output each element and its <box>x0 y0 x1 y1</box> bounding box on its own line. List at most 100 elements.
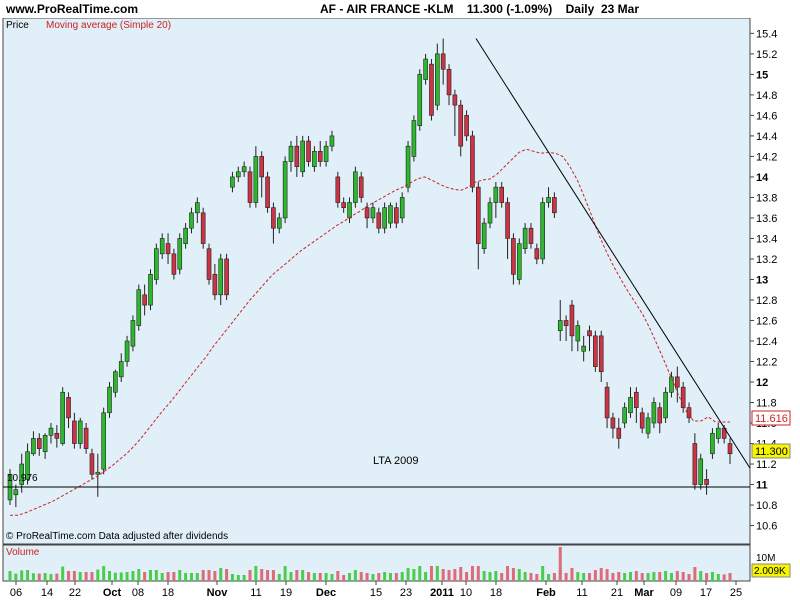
volume-bar <box>189 573 193 581</box>
candle-up <box>710 432 715 455</box>
x-tick-label: Mar <box>634 587 654 599</box>
candle-up <box>399 197 405 219</box>
candle-down <box>475 186 481 244</box>
candle-up <box>235 171 241 178</box>
volume-bar <box>84 572 88 581</box>
candle-down <box>358 176 364 198</box>
candle-down <box>534 248 540 260</box>
volume-bar <box>541 566 545 581</box>
candle-down <box>604 386 610 419</box>
volume-bar <box>500 573 504 581</box>
volume-bar <box>429 566 433 581</box>
volume-bar <box>488 572 492 581</box>
candle-up <box>651 402 657 424</box>
candle-down <box>505 202 510 239</box>
volume-bar <box>623 573 627 581</box>
volume-bar <box>716 574 720 581</box>
candle-down <box>675 376 680 388</box>
x-tick-label: 10 <box>460 587 472 599</box>
candle-down <box>171 253 177 275</box>
price-chart[interactable]: 10.610.81111.211.411.611.81212.212.412.6… <box>0 18 800 600</box>
candle-down <box>317 150 323 162</box>
volume-bar <box>365 573 369 581</box>
candle-down <box>528 227 534 244</box>
y-tick-label: 11 <box>756 480 768 492</box>
volume-bar <box>564 573 568 581</box>
candle-up <box>645 417 651 434</box>
volume-bar <box>664 571 668 581</box>
candle-up <box>516 243 522 280</box>
candle-down <box>458 104 464 147</box>
volume-bar <box>634 571 638 581</box>
candle-down <box>72 420 77 444</box>
volume-bar <box>494 571 498 581</box>
volume-bar <box>67 571 71 581</box>
volume-bar <box>201 570 205 581</box>
volume-bar <box>219 568 223 581</box>
volume-bar <box>266 570 270 581</box>
volume-bar <box>342 575 346 581</box>
candle-up <box>581 345 586 352</box>
volume-bar <box>178 570 182 581</box>
candle-down <box>598 335 604 373</box>
candle-up <box>329 135 335 147</box>
volume-bar <box>43 573 47 581</box>
volume-bar <box>148 570 152 581</box>
volume-bar <box>699 571 703 581</box>
volume-bar <box>336 571 340 581</box>
x-tick-label: 11 <box>250 587 261 599</box>
x-tick-label: Dec <box>316 587 336 599</box>
volume-bar <box>312 573 316 581</box>
y-tick-label: 13.6 <box>756 213 777 225</box>
candle-down <box>704 479 709 485</box>
volume-bar <box>78 572 82 581</box>
candle-down <box>616 427 622 439</box>
x-tick-label: 08 <box>132 587 144 599</box>
candle-up <box>101 412 106 470</box>
candle-up <box>715 427 721 439</box>
candle-up <box>323 145 329 162</box>
support-label: LTA 2009 <box>373 455 418 467</box>
y-tick-label: 15 <box>756 69 768 81</box>
candle-down <box>452 94 458 106</box>
candle-down <box>200 212 206 244</box>
volume-bar <box>236 575 240 581</box>
ma-value-box: 11.616 <box>751 410 791 426</box>
candle-up <box>435 53 440 106</box>
candle-up <box>118 361 124 378</box>
volume-bar <box>295 570 299 581</box>
candle-up <box>95 471 101 475</box>
candle-up <box>183 227 188 244</box>
candle-down <box>54 432 60 439</box>
candle-up <box>546 197 551 203</box>
volume-bar <box>681 572 685 581</box>
ma-legend: Moving average (Simple 20) <box>46 20 171 31</box>
volume-bar <box>377 573 381 581</box>
y-axis: 10.610.81111.211.411.611.81212.212.412.6… <box>749 18 777 544</box>
site-name[interactable]: www.ProRealTime.com <box>6 2 139 16</box>
volume-bar <box>359 572 363 581</box>
candle-down <box>593 335 598 367</box>
volume-bar <box>517 569 521 581</box>
candle-down <box>66 397 71 419</box>
candle-down <box>335 176 341 203</box>
title-bar: www.ProRealTime.com AF - AIR FRANCE -KLM… <box>0 0 800 18</box>
volume-bar <box>131 571 135 581</box>
candle-down <box>247 171 253 203</box>
volume-value-box: 2.009K <box>751 563 791 578</box>
volume-bar <box>582 573 586 581</box>
volume-bar <box>318 573 322 581</box>
volume-bar <box>705 573 709 581</box>
candle-up <box>382 207 387 229</box>
y-tick-label: 13 <box>756 274 768 286</box>
volume-bar <box>728 573 732 581</box>
volume-bar <box>558 547 562 581</box>
x-tick-label: Feb <box>536 587 556 599</box>
candle-down <box>36 438 42 449</box>
volume-bar <box>31 573 35 581</box>
volume-bar <box>271 570 275 581</box>
candle-down <box>610 417 616 429</box>
candle-up <box>417 74 423 126</box>
x-tick-label: 2011 <box>430 587 454 599</box>
volume-bar <box>260 569 264 581</box>
